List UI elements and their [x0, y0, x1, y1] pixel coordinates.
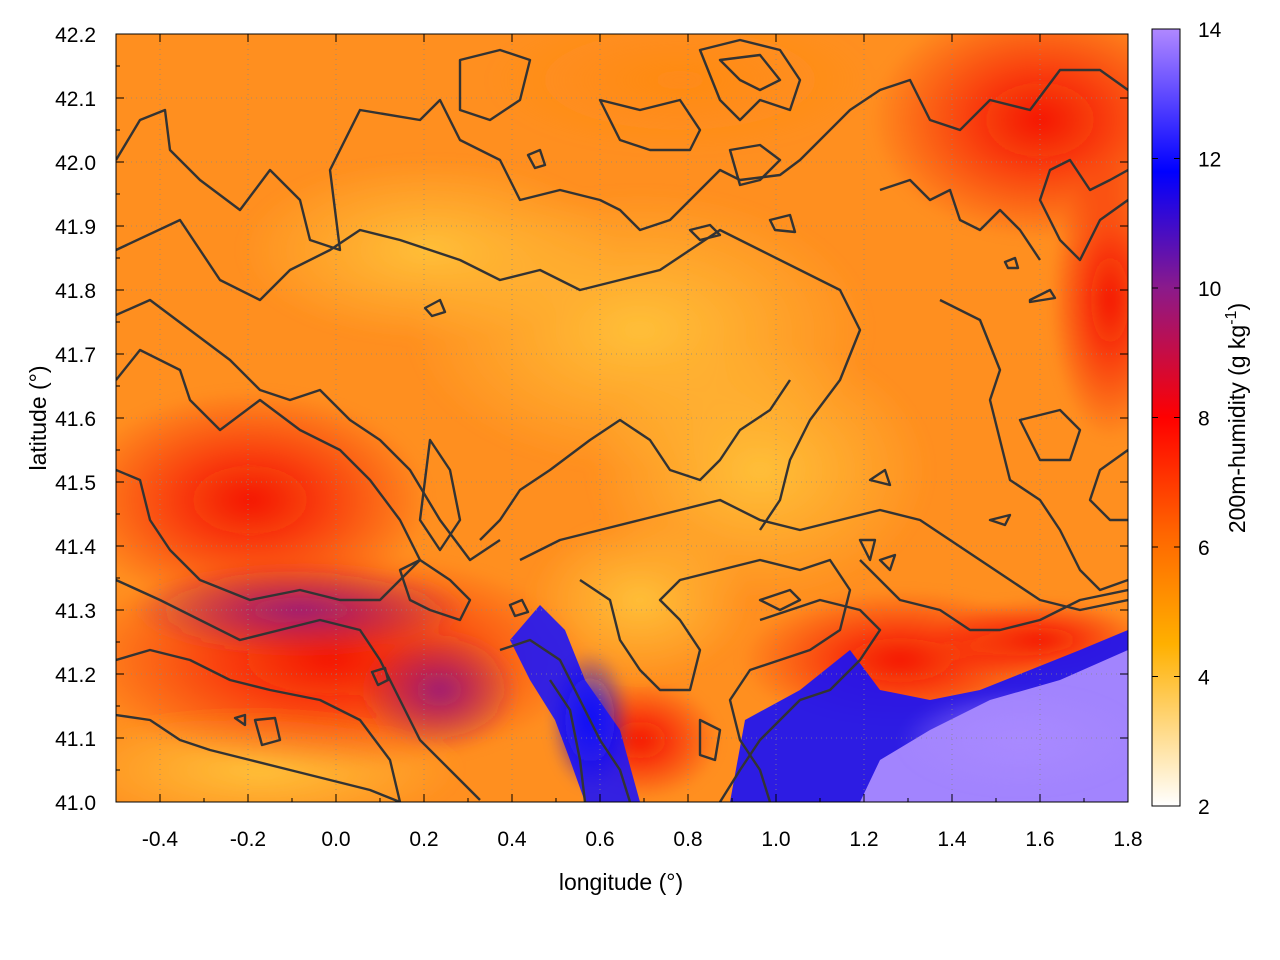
- y-axis: 41.0 41.1 41.2 41.3 41.4 41.5 41.6 41.7 41.8 41.9…: [55, 24, 1128, 815]
- y-tick-label: 41.0: [55, 792, 96, 815]
- contour-line: [253, 716, 282, 747]
- field-region: [490, 34, 870, 150]
- contour-line: [116, 648, 402, 802]
- y-tick-label: 41.4: [55, 536, 96, 559]
- colorbar-tick-label: 10: [1198, 278, 1221, 301]
- contour-line: [116, 713, 401, 802]
- x-tick-label: -0.4: [142, 828, 179, 851]
- contour-line: [718, 598, 882, 802]
- contour-line: [939, 298, 1128, 592]
- x-tick-label: 0.4: [497, 828, 527, 851]
- y-tick-label: 42.2: [55, 24, 96, 47]
- x-tick-label: 1.2: [849, 828, 878, 851]
- x-tick-label: 0.2: [409, 828, 438, 851]
- contour-line: [868, 468, 892, 487]
- x-tick-label: 1.8: [1113, 828, 1142, 851]
- contour-line: [1018, 408, 1082, 462]
- x-tick-label: 1.4: [937, 828, 967, 851]
- field-region: [130, 565, 470, 655]
- contour-line: [116, 68, 1128, 252]
- contour-line: [879, 178, 1041, 261]
- y-tick-label: 41.5: [55, 472, 96, 495]
- x-tick-label: -0.2: [230, 828, 266, 851]
- contour-line: [519, 498, 1128, 612]
- contour-line: [458, 48, 532, 122]
- x-axis-title: longitude (°): [559, 869, 683, 895]
- contour-line: [423, 298, 447, 318]
- contour-line: [499, 638, 632, 802]
- x-tick-label: 1.0: [761, 828, 790, 851]
- colorbar-tick-label: 14: [1198, 19, 1222, 42]
- colorbar-tick-label: 4: [1198, 667, 1210, 690]
- contour-line: [988, 513, 1012, 527]
- contour-line: [398, 558, 472, 622]
- colorbar-tick-label: 12: [1198, 149, 1221, 172]
- grid: [116, 34, 1128, 802]
- contour-line: [526, 148, 547, 170]
- x-tick-label: 1.6: [1025, 828, 1054, 851]
- colorbar-tick-label: 8: [1198, 408, 1210, 431]
- contour-line: [370, 666, 390, 687]
- contour-lines: [116, 38, 1128, 802]
- y-tick-label: 41.9: [55, 216, 96, 239]
- contour-line: [549, 679, 587, 802]
- contour-line: [1003, 256, 1020, 270]
- field-region: [360, 630, 520, 750]
- colorbar: 2 4 6 8 10 12 14 200m-humidity (g kg-1): [1151, 19, 1250, 819]
- contour-line: [598, 98, 702, 152]
- colorbar-tick-label: 2: [1198, 796, 1210, 819]
- contour-line: [1088, 449, 1128, 522]
- x-axis: -0.4 -0.2 0.0 0.2 0.4 0.6 0.8 1.0 1.2 1.4 1.6 1.8: [115, 34, 1143, 851]
- colorbar-tick-label: 6: [1198, 537, 1210, 560]
- contour-line: [116, 298, 501, 562]
- contour-line: [718, 53, 782, 92]
- y-tick-label: 42.0: [55, 152, 96, 175]
- contour-line: [758, 588, 802, 612]
- field-region: [900, 690, 1128, 790]
- colorbar-title: 200m-humidity (g kg-1): [1223, 303, 1250, 533]
- field-region: [1050, 160, 1128, 440]
- contour-line: [878, 553, 897, 572]
- contour-line: [859, 559, 1128, 632]
- field-region: [870, 34, 1128, 240]
- contour-line: [728, 143, 782, 187]
- x-tick-label: 0.0: [321, 828, 350, 851]
- x-tick-label: 0.6: [585, 828, 614, 851]
- y-axis-title: latitude (°): [25, 365, 51, 470]
- y-tick-label: 41.6: [55, 408, 96, 431]
- contour-line: [116, 218, 862, 531]
- contour-line: [1038, 158, 1128, 262]
- contour-line: [418, 438, 462, 552]
- y-tick-label: 41.3: [55, 600, 96, 623]
- y-tick-label: 41.1: [55, 728, 96, 751]
- contour-line: [768, 213, 797, 234]
- contour-line: [479, 379, 791, 541]
- contour-line: [688, 223, 722, 242]
- x-tick-label: 0.8: [673, 828, 702, 851]
- contour-line: [1028, 288, 1057, 304]
- y-tick-label: 41.7: [55, 344, 96, 367]
- contour-line: [698, 718, 722, 762]
- contour-line: [508, 598, 530, 618]
- y-tick-label: 41.2: [55, 664, 96, 687]
- contour-line: [579, 558, 852, 802]
- y-tick-label: 42.1: [55, 88, 96, 111]
- contour-line: [698, 38, 802, 122]
- y-tick-label: 41.8: [55, 280, 96, 303]
- contour-line: [858, 538, 877, 562]
- colorbar-ticks: 2 4 6 8 10 12 14: [1152, 19, 1222, 819]
- contour-line: [116, 578, 481, 801]
- contour-line: [233, 713, 247, 727]
